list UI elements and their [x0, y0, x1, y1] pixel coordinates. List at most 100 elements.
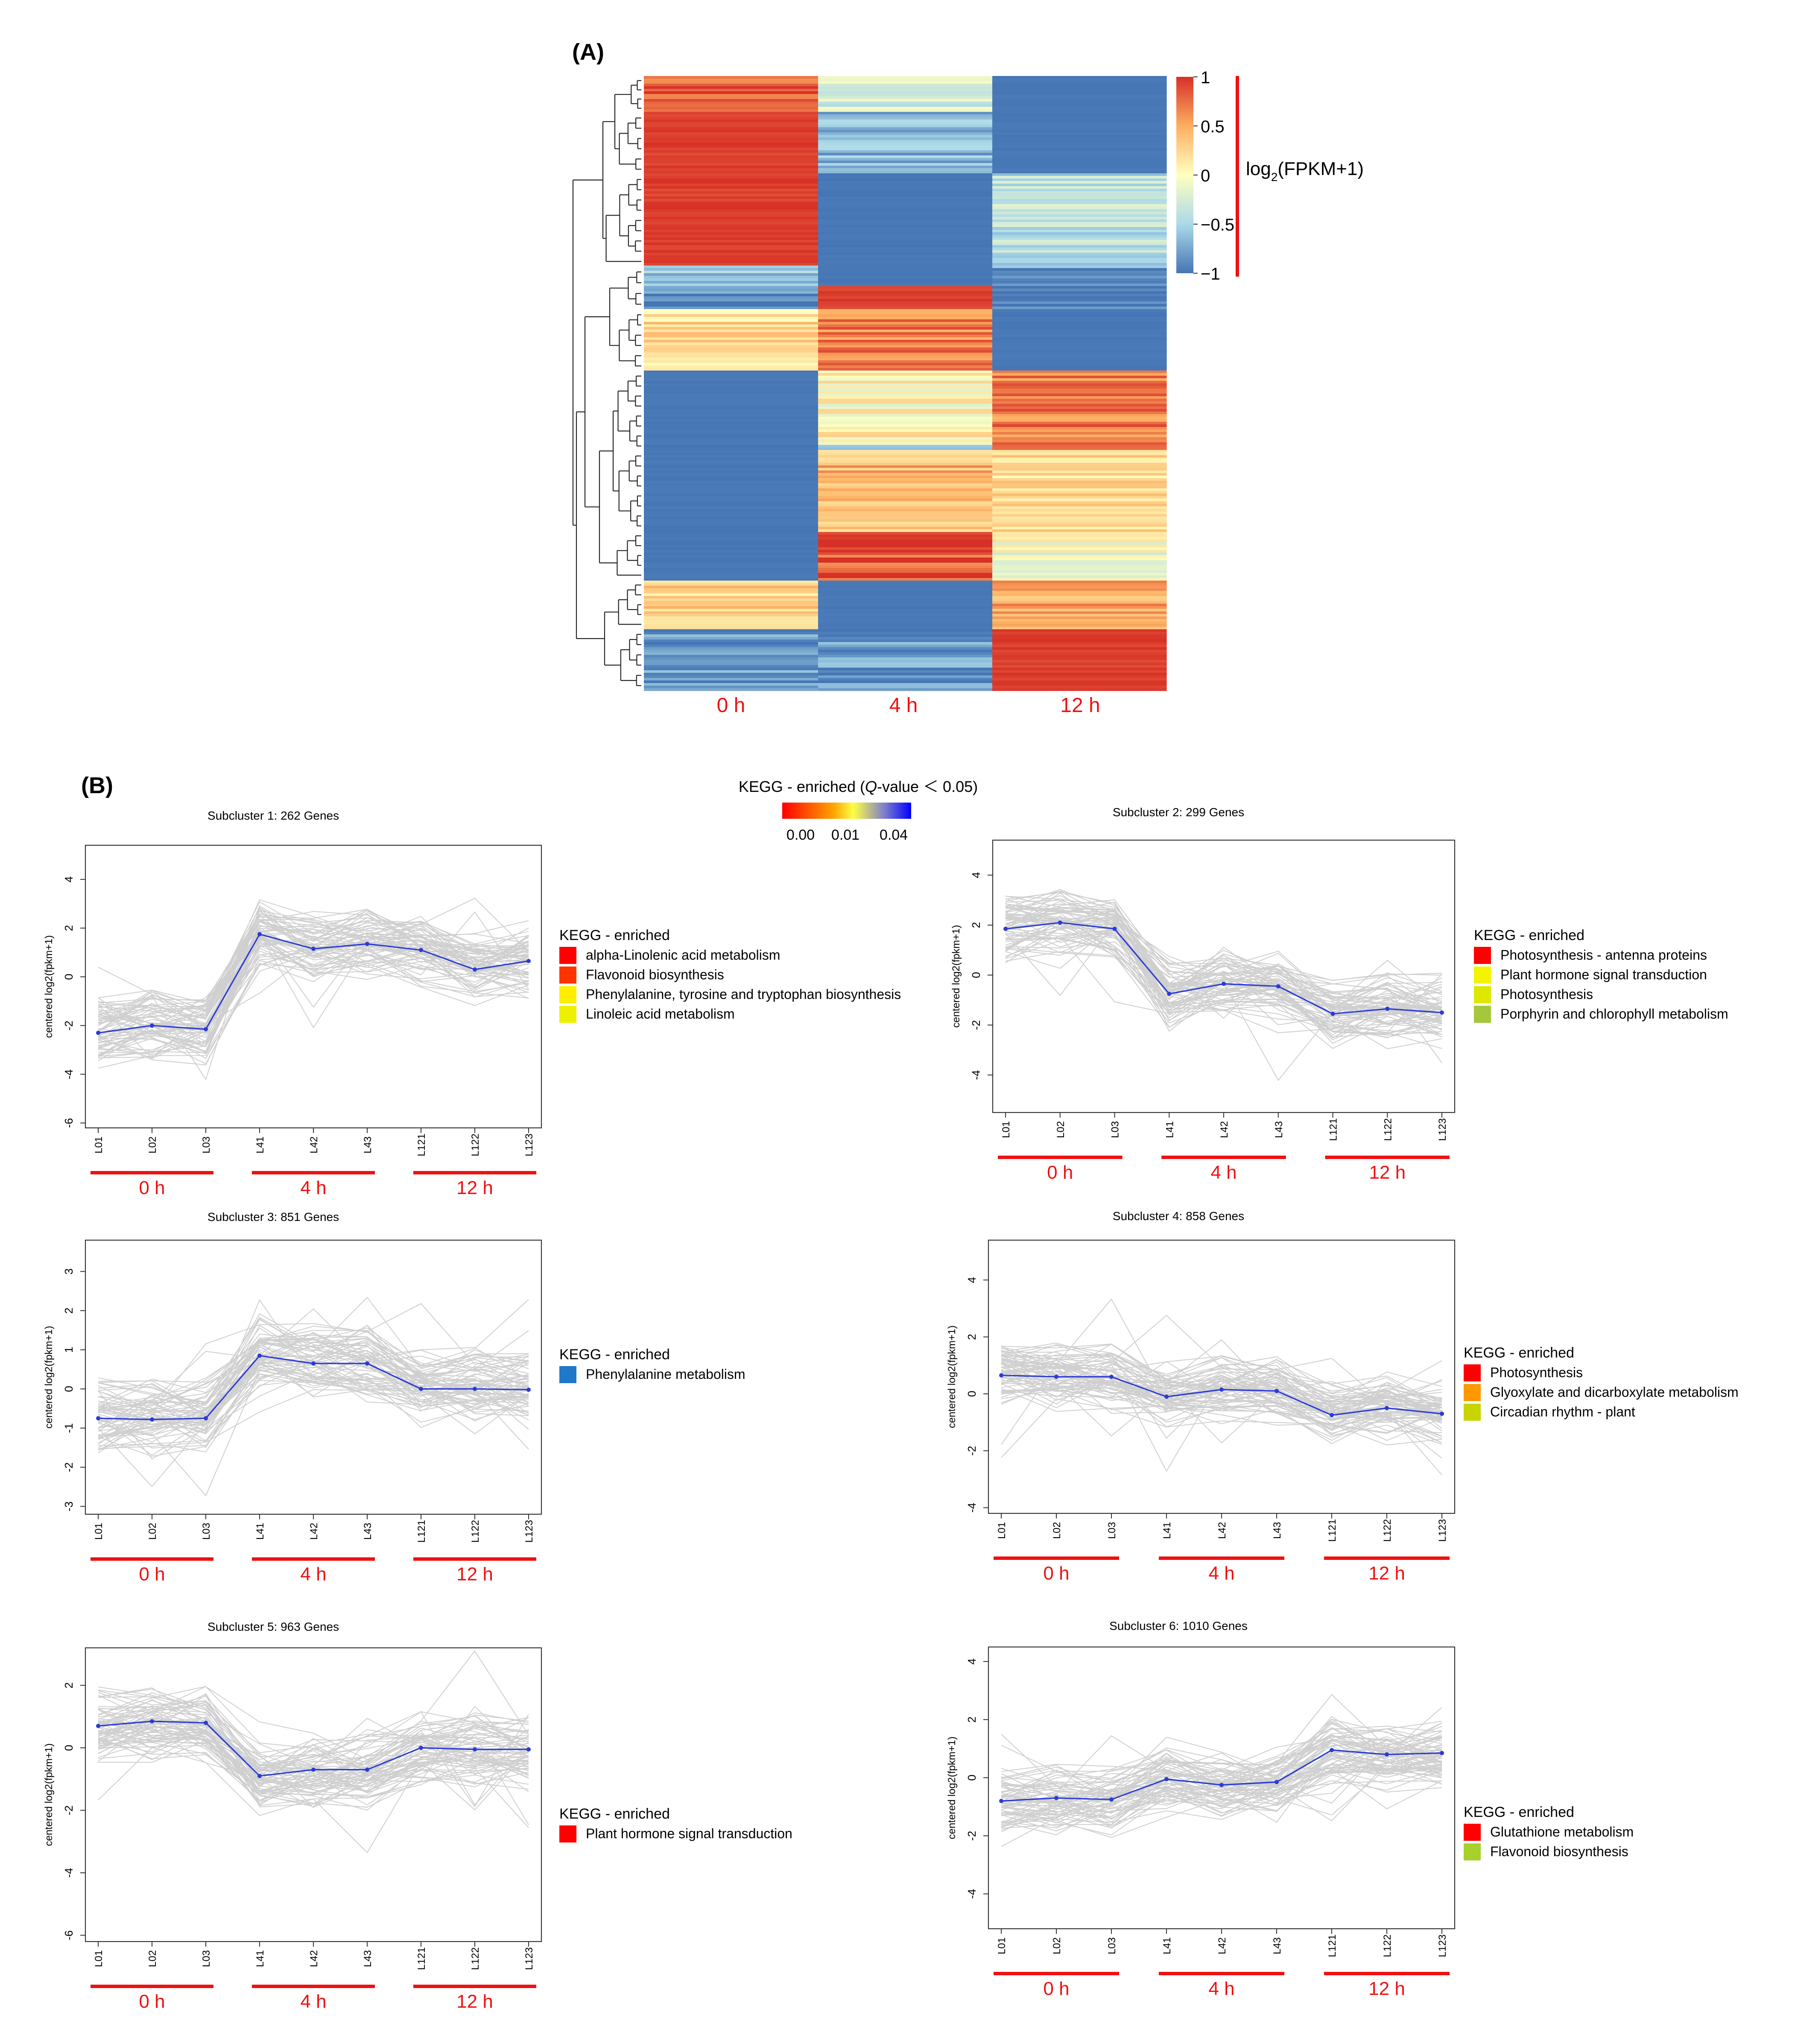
heatmap-cell — [992, 447, 1167, 450]
heatmap-cell — [644, 652, 819, 655]
heatmap-cell — [992, 347, 1167, 350]
heatmap-cell — [992, 435, 1167, 438]
heatmap-cell — [818, 624, 993, 627]
heatmap-cell — [644, 499, 819, 502]
heatmap-cell — [818, 340, 993, 343]
heatmap-cell — [818, 102, 993, 105]
heatmap-cell — [644, 168, 819, 171]
heatmap-cell — [992, 263, 1167, 266]
heatmap-cell — [644, 637, 819, 640]
heatmap-cell — [992, 575, 1167, 578]
heatmap-cell — [992, 163, 1167, 166]
heatmap-cell — [818, 478, 993, 481]
heatmap-cell — [992, 353, 1167, 356]
heatmap-cell — [818, 355, 993, 358]
colorbar-title: log2(FPKM+1) — [1246, 158, 1364, 184]
gene-profile-line — [1001, 1388, 1442, 1426]
heatmap-cell — [992, 673, 1167, 676]
heatmap-cell — [818, 591, 993, 594]
mean-profile-point — [1054, 1375, 1058, 1379]
gene-profile-line — [1001, 1339, 1442, 1408]
kegg-pathway-label: Phenylalanine, tyrosine and tryptophan b… — [586, 987, 901, 1002]
mean-profile-point — [1164, 1394, 1169, 1399]
heatmap-cell — [818, 524, 993, 527]
heatmap-cell — [992, 286, 1167, 289]
heatmap-cell — [992, 258, 1167, 261]
heatmap-cell — [818, 304, 993, 307]
heatmap-cell — [644, 350, 819, 353]
heatmap-cell — [818, 496, 993, 499]
gene-profile-line — [98, 1686, 529, 1760]
heatmap-cell — [992, 79, 1167, 82]
heatmap-cell — [818, 650, 993, 653]
heatmap-cell — [818, 296, 993, 299]
y-tick-label: -4 — [965, 1889, 978, 1899]
heatmap-cell — [992, 388, 1167, 391]
x-tick-label: L42 — [1219, 1121, 1230, 1138]
heatmap-cell — [818, 419, 993, 422]
heatmap-cell — [992, 657, 1167, 660]
gene-profile-line — [98, 1308, 529, 1408]
heatmap-cell — [644, 283, 819, 286]
heatmap-cell — [818, 422, 993, 425]
heatmap-cell — [992, 583, 1167, 586]
kegg-pathway-label: Photosynthesis - antenna proteins — [1500, 947, 1707, 963]
heatmap-cell — [992, 588, 1167, 591]
gene-profile-line — [98, 940, 529, 1051]
heatmap-cell — [644, 289, 819, 292]
heatmap-cell — [644, 209, 819, 212]
heatmap-cell — [992, 481, 1167, 484]
subcluster-panel: Subcluster 1: 262 Genes -6 -4 -2 0 2 4 centered… — [43, 809, 901, 1198]
heatmap-cell — [644, 673, 819, 676]
heatmap-cell — [818, 570, 993, 573]
gene-profile-line — [98, 1367, 529, 1408]
heatmap-cell — [644, 599, 819, 602]
heatmap-cell — [818, 491, 993, 494]
heatmap-cell — [992, 358, 1167, 361]
heatmap-cell — [992, 565, 1167, 568]
gene-profile-line — [98, 1692, 529, 1806]
x-tick-label: L02 — [1051, 1937, 1063, 1954]
heatmap-cell — [818, 214, 993, 217]
gene-profile-line — [1005, 911, 1442, 1018]
heatmap-cell — [992, 186, 1167, 189]
heatmap-cell — [818, 399, 993, 402]
mean-profile-point — [150, 1023, 154, 1028]
x-tick-label: L01 — [996, 1522, 1008, 1539]
heatmap-cell — [818, 268, 993, 271]
heatmap-cell — [992, 573, 1167, 576]
gene-profile-line — [98, 1369, 529, 1429]
x-tick-label: L123 — [1437, 1118, 1448, 1141]
gene-profile-line — [98, 955, 529, 1066]
heatmap-cell — [818, 432, 993, 435]
kegg-pathway-label: Photosynthesis — [1500, 987, 1593, 1002]
gene-profile-line — [1001, 1350, 1442, 1420]
heatmap-cell — [644, 237, 819, 240]
gene-profile-line — [98, 935, 529, 1035]
heatmap-cell — [644, 140, 819, 143]
heatmap-cell — [992, 470, 1167, 473]
gene-profile-line — [98, 921, 529, 1018]
heatmap-cell — [818, 360, 993, 363]
mean-profile-point — [1109, 1797, 1114, 1802]
heatmap-cell — [992, 94, 1167, 97]
heatmap-cell — [818, 358, 993, 361]
heatmap-cell — [992, 173, 1167, 176]
heatmap-cell — [818, 470, 993, 473]
heatmap-cell — [818, 342, 993, 345]
heatmap-cell — [818, 199, 993, 202]
heatmap-cell — [644, 365, 819, 368]
heatmap-cell — [818, 450, 993, 453]
gene-profile-line — [1001, 1355, 1442, 1406]
heatmap-cell — [818, 468, 993, 471]
heatmap-cell — [818, 429, 993, 432]
gene-profile-line — [98, 1373, 529, 1436]
x-tick-label: L121 — [416, 1133, 427, 1156]
heatmap-cell — [818, 634, 993, 637]
heatmap-cell — [992, 394, 1167, 397]
heatmap-cell — [644, 619, 819, 622]
heatmap-cell — [644, 219, 819, 222]
time-group-label: 12 h — [456, 1564, 493, 1585]
heatmap-cell — [818, 481, 993, 484]
heatmap-cell — [644, 363, 819, 366]
